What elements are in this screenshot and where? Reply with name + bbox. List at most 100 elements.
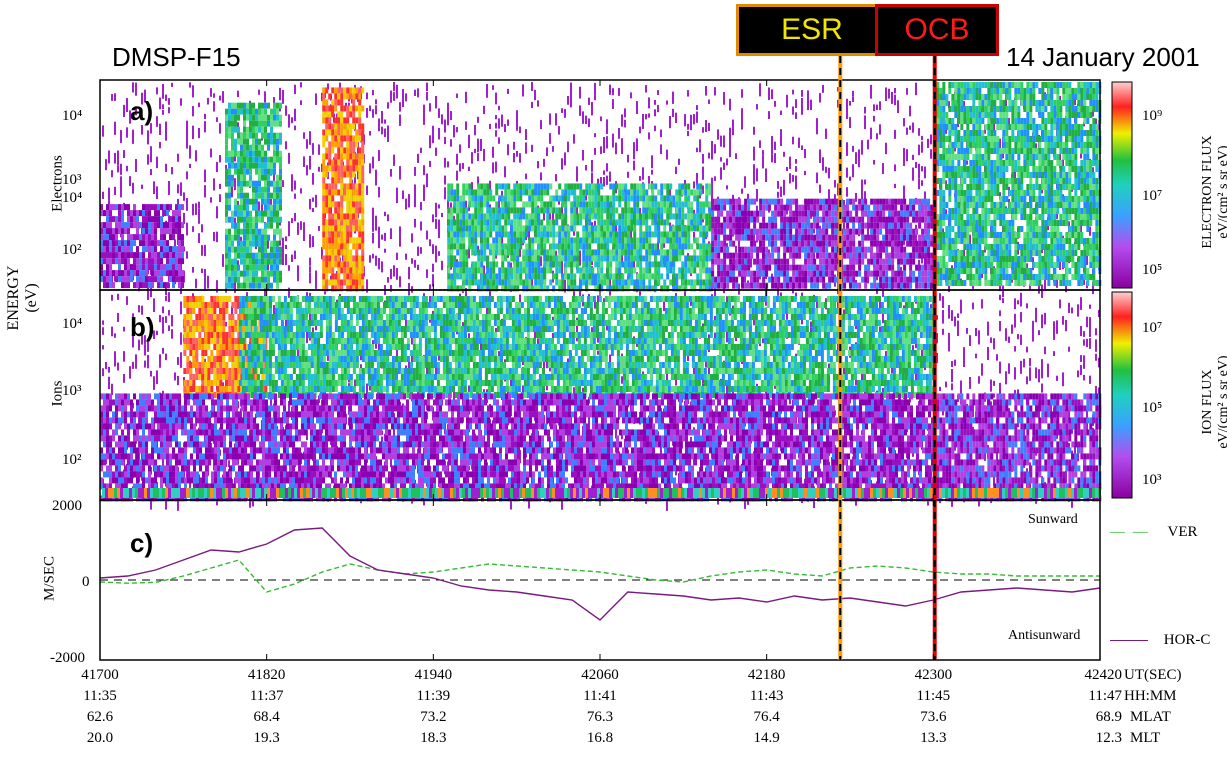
- noise-mark: [795, 166, 797, 172]
- flux-cell: [340, 159, 344, 166]
- flux-cell: [783, 240, 787, 247]
- flux-cell: [798, 270, 802, 277]
- flux-cell: [534, 261, 538, 268]
- noise-mark: [879, 101, 881, 111]
- noise-mark: [111, 94, 113, 101]
- flux-cell: [154, 234, 157, 241]
- flux-cell: [579, 273, 583, 280]
- noise-mark: [447, 199, 449, 210]
- flux-cell: [477, 213, 481, 220]
- noise-mark: [198, 201, 200, 209]
- flux-cell: [885, 240, 889, 247]
- flux-cell: [615, 261, 619, 268]
- noise-mark: [714, 176, 716, 181]
- flux-cell: [459, 213, 463, 220]
- noise-mark: [753, 146, 755, 161]
- flux-cell: [774, 246, 778, 253]
- flux-cell: [258, 120, 261, 127]
- flux-cell: [328, 231, 332, 238]
- flux-cell: [738, 222, 742, 229]
- flux-cell: [777, 264, 781, 271]
- noise-mark: [498, 137, 500, 144]
- flux-cell: [714, 246, 718, 253]
- noise-mark: [456, 153, 458, 165]
- flux-cell: [361, 237, 365, 244]
- flux-cell: [261, 102, 264, 109]
- flux-cell: [361, 165, 365, 172]
- flux-cell: [528, 213, 532, 220]
- flux-cell: [753, 216, 757, 223]
- noise-mark: [771, 89, 773, 100]
- flux-cell: [633, 201, 637, 208]
- flux-cell: [243, 120, 246, 127]
- flux-cell: [492, 237, 496, 244]
- flux-cell: [789, 216, 793, 223]
- flux-cell: [738, 216, 742, 223]
- flux-cell: [349, 183, 353, 190]
- flux-cell: [331, 267, 335, 274]
- noise-mark: [177, 153, 179, 162]
- flux-cell: [501, 213, 505, 220]
- flux-cell: [358, 111, 362, 118]
- flux-cell: [507, 219, 511, 226]
- flux-cell: [486, 213, 490, 220]
- flux-cell: [585, 267, 589, 274]
- flux-cell: [624, 207, 628, 214]
- flux-cell: [340, 141, 344, 148]
- flux-cell: [684, 255, 688, 262]
- flux-cell: [225, 276, 228, 283]
- flux-cell: [462, 267, 466, 274]
- flux-cell: [570, 267, 574, 274]
- flux-cell: [163, 252, 166, 259]
- noise-mark: [330, 275, 332, 281]
- flux-cell: [657, 249, 661, 256]
- flux-cell: [279, 138, 282, 145]
- esr-label: ESR: [781, 13, 843, 46]
- flux-cell: [870, 228, 874, 235]
- flux-cell: [759, 270, 763, 277]
- flux-cell: [270, 246, 273, 253]
- flux-cell: [684, 243, 688, 250]
- flux-cell: [154, 216, 157, 223]
- flux-cell: [489, 213, 493, 220]
- flux-cell: [744, 264, 748, 271]
- flux-cell: [498, 213, 502, 220]
- flux-cell: [181, 282, 184, 289]
- flux-cell: [825, 204, 829, 211]
- flux-cell: [273, 264, 276, 271]
- flux-cell: [846, 270, 850, 277]
- flux-cell: [352, 273, 356, 280]
- flux-cell: [567, 225, 571, 232]
- flux-cell: [237, 276, 240, 283]
- flux-cell: [525, 219, 529, 226]
- flux-cell: [234, 276, 237, 283]
- flux-cell: [352, 267, 356, 274]
- flux-cell: [600, 213, 604, 220]
- flux-cell: [328, 117, 332, 124]
- flux-cell: [717, 276, 721, 283]
- flux-cell: [594, 279, 598, 286]
- flux-cell: [810, 210, 814, 217]
- flux-cell: [477, 279, 481, 286]
- flux-cell: [570, 213, 574, 220]
- flux-cell: [228, 132, 231, 139]
- flux-cell: [267, 102, 270, 109]
- flux-cell: [537, 189, 541, 196]
- flux-cell: [267, 174, 270, 181]
- flux-cell: [798, 228, 802, 235]
- flux-cell: [276, 174, 279, 181]
- flux-cell: [118, 276, 121, 283]
- flux-cell: [139, 258, 142, 265]
- flux-cell: [651, 213, 655, 220]
- noise-mark: [564, 152, 566, 166]
- flux-cell: [726, 252, 730, 259]
- noise-mark: [120, 176, 122, 189]
- flux-cell: [876, 246, 880, 253]
- flux-cell: [279, 216, 282, 223]
- flux-cell: [136, 258, 139, 265]
- flux-cell: [573, 213, 577, 220]
- flux-cell: [325, 255, 329, 262]
- flux-cell: [346, 123, 350, 130]
- noise-mark: [810, 99, 812, 111]
- flux-cell: [612, 273, 616, 280]
